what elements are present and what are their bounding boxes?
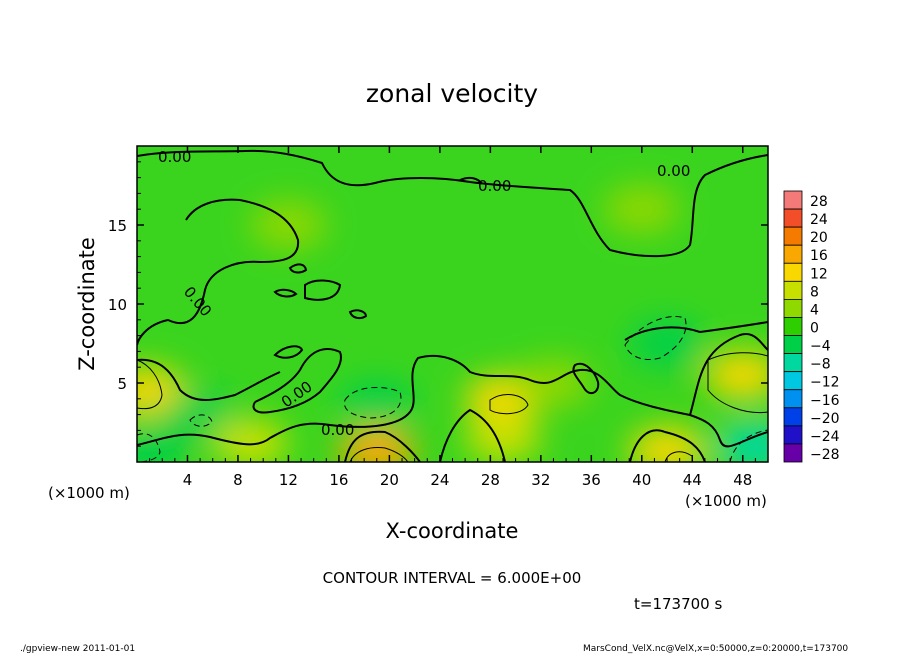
colorbar-label: 4 bbox=[810, 302, 819, 318]
x-tick-label: 12 bbox=[279, 471, 298, 489]
x-tick-label: 44 bbox=[683, 471, 702, 489]
field-region bbox=[250, 201, 327, 249]
x-axis-label: X-coordinate bbox=[386, 519, 519, 543]
y-tick-label: 15 bbox=[108, 217, 127, 235]
y-axis-label: Z-coordinate bbox=[75, 237, 99, 371]
time-text: t=173700 s bbox=[634, 595, 722, 613]
colorbar-swatch bbox=[783, 317, 803, 336]
colorbar-swatch bbox=[783, 244, 803, 264]
y-tick-label: 10 bbox=[108, 296, 127, 314]
x-tick-label: 24 bbox=[430, 471, 449, 489]
colorbar-swatch bbox=[783, 226, 803, 246]
x-tick-label: 48 bbox=[733, 471, 752, 489]
colorbar-label: −16 bbox=[810, 393, 840, 409]
field-region bbox=[629, 319, 706, 368]
colorbar-label: 28 bbox=[810, 194, 828, 210]
field-region bbox=[464, 414, 541, 462]
x-tick-label: 16 bbox=[329, 471, 348, 489]
colorbar-swatch bbox=[783, 280, 803, 300]
field-region bbox=[338, 381, 415, 430]
plot-area: 0.00 0.00 0.00 0.00 0.00 0.00 bbox=[137, 146, 768, 462]
colorbar: 28 24 20 16 12 8 4 0 −4 −8 −12 −16 −20 −24 −28 bbox=[783, 190, 840, 463]
contour-lines bbox=[137, 149, 768, 462]
colorbar-swatch bbox=[783, 190, 803, 210]
colorbar-label: −28 bbox=[810, 447, 840, 463]
colorbar-label: −24 bbox=[810, 429, 840, 445]
field-region bbox=[212, 419, 289, 462]
positive-contours bbox=[137, 352, 768, 462]
colorbar-swatch bbox=[783, 371, 803, 391]
colorbar-label: 24 bbox=[810, 212, 828, 228]
contour-label: 0.00 bbox=[478, 177, 511, 195]
x-tick-label: 20 bbox=[380, 471, 399, 489]
colorbar-label: −12 bbox=[810, 375, 840, 391]
colorbar-label: 8 bbox=[810, 284, 819, 300]
footer-left: ./gpview-new 2011-01-01 bbox=[20, 644, 135, 654]
colorbar-swatch bbox=[783, 389, 803, 409]
footer-right: MarsCond_VelX.nc@VelX,x=0:50000,z=0:2000… bbox=[583, 644, 848, 654]
chart-title: zonal velocity bbox=[366, 79, 538, 108]
x-tick-label: 4 bbox=[183, 471, 193, 489]
colorbar-label: 20 bbox=[810, 230, 828, 246]
colorbar-label: 16 bbox=[810, 248, 828, 264]
x-tick-label: 36 bbox=[582, 471, 601, 489]
colorbar-swatch bbox=[783, 262, 803, 282]
field-region bbox=[137, 425, 186, 462]
z-unit-label: (×1000 m) bbox=[48, 484, 130, 502]
colorbar-swatch bbox=[783, 335, 803, 354]
x-tick-label: 32 bbox=[531, 471, 550, 489]
colorbar-swatch bbox=[783, 425, 803, 445]
x-tick-label: 8 bbox=[233, 471, 243, 489]
colorbar-swatch bbox=[783, 353, 803, 373]
contour-interval-text: CONTOUR INTERVAL = 6.000E+00 bbox=[323, 569, 582, 587]
contour-label: 0.00 bbox=[657, 162, 690, 180]
field-region bbox=[704, 351, 768, 400]
x-axis: 4 8 12 16 20 24 28 32 36 40 44 48 bbox=[149, 146, 756, 489]
contour-label: 0.00 bbox=[321, 421, 354, 439]
contour-label: 0.00 bbox=[158, 148, 191, 166]
colorbar-swatch bbox=[783, 208, 803, 228]
colorbar-swatch bbox=[783, 407, 803, 427]
colorbar-swatch bbox=[783, 443, 803, 463]
field-region bbox=[603, 185, 680, 234]
y-tick-label: 5 bbox=[117, 375, 127, 393]
x-tick-label: 28 bbox=[481, 471, 500, 489]
colorbar-label: 0 bbox=[810, 321, 819, 337]
y-axis: 5 10 15 bbox=[108, 161, 768, 447]
colorbar-label: −20 bbox=[810, 411, 840, 427]
colorbar-swatch bbox=[783, 298, 803, 318]
colorbar-label: 12 bbox=[810, 266, 828, 282]
x-tick-label: 40 bbox=[632, 471, 651, 489]
x-unit-label: (×1000 m) bbox=[685, 492, 767, 510]
field-region bbox=[629, 426, 706, 462]
colorbar-label: −4 bbox=[810, 339, 831, 355]
colorbar-label: −8 bbox=[810, 357, 831, 373]
